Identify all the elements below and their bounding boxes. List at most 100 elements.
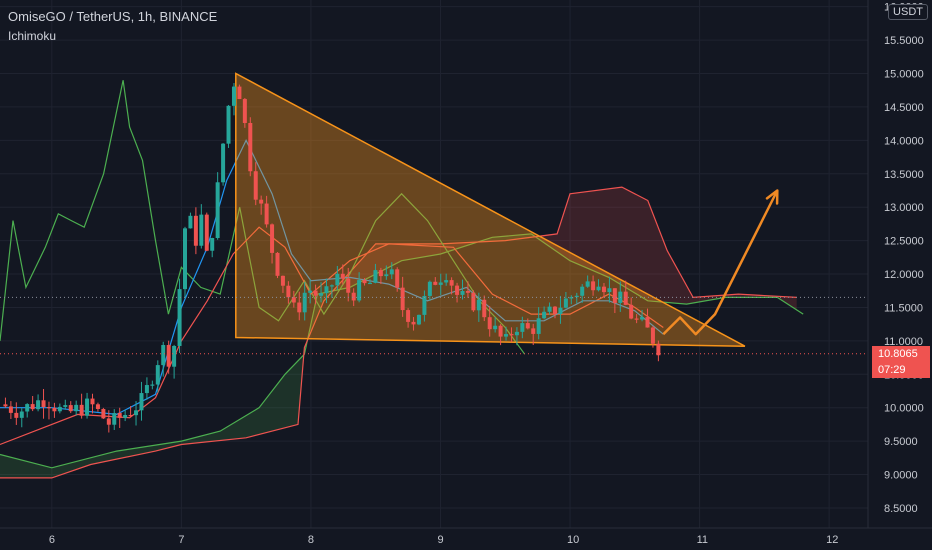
candle-body-down: [351, 292, 356, 301]
candle-body-down: [275, 252, 280, 276]
candle-body-up: [493, 325, 498, 330]
candle-body-up: [427, 281, 432, 296]
candle-body-up: [384, 274, 389, 277]
candle-body-up: [123, 414, 128, 418]
candle-body-up: [215, 182, 220, 239]
candle-body-up: [329, 285, 334, 287]
currency-badge[interactable]: USDT: [888, 4, 928, 20]
span-b-line: [0, 186, 797, 479]
candle-body-down: [411, 321, 416, 325]
time-axis-bg: [0, 528, 932, 550]
projection-arrow[interactable]: [662, 189, 779, 336]
candle-body-down: [259, 199, 264, 204]
candle-body-down: [8, 406, 13, 413]
candle-body-down: [395, 269, 400, 288]
candle-body-up: [563, 298, 568, 308]
x-tick-label: 11: [697, 534, 708, 546]
candle-body-down: [482, 299, 487, 318]
candle-body-up: [161, 345, 166, 366]
candle-body-down: [629, 304, 634, 319]
candle-body-up: [155, 365, 160, 385]
candle-body-down: [612, 288, 617, 303]
time-axis[interactable]: 6 7 8 9 10 11 12: [0, 527, 932, 550]
candle-body-down: [601, 286, 606, 293]
price-axis[interactable]: 8.50009.00009.500010.000010.500011.00001…: [867, 0, 932, 550]
candle-body-up: [640, 317, 645, 320]
candle-body-up: [389, 269, 394, 275]
span-a-line: [0, 233, 804, 469]
candle-body-down: [3, 404, 8, 407]
candle-body-up: [134, 410, 139, 416]
candle-body-up: [357, 280, 362, 301]
candle-body-down: [253, 171, 258, 200]
candle-body-down: [650, 327, 655, 344]
candle-body-down: [242, 99, 247, 123]
candle-body-down: [68, 405, 73, 412]
y-tick-label: 11.5000: [884, 302, 923, 314]
candle-body-down: [237, 86, 242, 100]
candle-body-down: [623, 291, 628, 305]
candle-body-down: [645, 317, 650, 328]
candle-body-up: [25, 404, 30, 412]
candle-body-up: [422, 295, 427, 315]
x-tick-label: 6: [49, 534, 55, 546]
candle-body-down: [41, 400, 46, 408]
candle-body-down: [248, 122, 253, 172]
candle-body-up: [368, 282, 373, 285]
base-line: [0, 226, 664, 446]
candle-body-up: [221, 143, 226, 183]
candle-body-up: [580, 286, 585, 296]
candle-body-down: [280, 275, 285, 286]
candle-body-down: [471, 292, 476, 311]
candle-body-up: [596, 286, 601, 291]
candle-body-up: [150, 384, 155, 386]
candle-body-down: [465, 291, 470, 293]
candle-body-up: [85, 398, 90, 416]
candle-body-up: [188, 215, 193, 229]
y-tick-label: 9.5000: [884, 436, 918, 448]
x-tick-label: 10: [567, 534, 579, 546]
candle-body-up: [183, 228, 188, 290]
candle-body-up: [139, 393, 144, 411]
countdown-tag: 07:29: [872, 362, 930, 378]
candle-body-down: [46, 407, 51, 409]
candle-body-down: [193, 215, 198, 246]
candle-body-up: [226, 105, 231, 144]
candle-body-up: [514, 331, 519, 336]
candle-body-up: [607, 288, 612, 293]
candle-body-up: [199, 214, 204, 246]
candle-body-up: [231, 86, 236, 106]
candle-body-down: [634, 318, 639, 320]
candle-body-down: [449, 280, 454, 286]
last-price-tag: 10.8065: [872, 346, 930, 362]
y-tick-label: 10.0000: [884, 403, 924, 415]
y-tick-label: 13.5000: [884, 169, 924, 181]
candle-body-down: [433, 281, 438, 285]
y-tick-label: 8.5000: [884, 503, 918, 515]
lagging-span-line: [0, 80, 526, 355]
candle-body-down: [101, 408, 106, 419]
candle-body-up: [63, 405, 68, 407]
candle-body-up: [536, 318, 541, 334]
ichimoku-lines: [0, 80, 804, 479]
candle-body-down: [286, 285, 291, 298]
y-tick-label: 14.5000: [884, 102, 924, 114]
conversion-line: [0, 139, 664, 416]
chart-title: OmiseGO / TetherUS, 1h, BINANCE: [8, 9, 218, 24]
candle-body-down: [14, 412, 19, 418]
y-tick-label: 15.0000: [884, 69, 924, 81]
candle-body-up: [112, 413, 117, 425]
candle-body-up: [444, 280, 449, 283]
candle-body-up: [373, 270, 378, 283]
candle-body-down: [498, 325, 503, 337]
candle-body-up: [172, 345, 177, 367]
triangle-pattern[interactable]: [235, 72, 746, 347]
candle-body-down: [591, 281, 596, 291]
candle-body-down: [52, 407, 57, 412]
candle-body-up: [438, 282, 443, 285]
candle-body-up: [308, 290, 313, 293]
indicator-label[interactable]: Ichimoku: [8, 29, 57, 43]
candle-body-down: [362, 280, 367, 284]
candle-body-down: [656, 343, 661, 356]
